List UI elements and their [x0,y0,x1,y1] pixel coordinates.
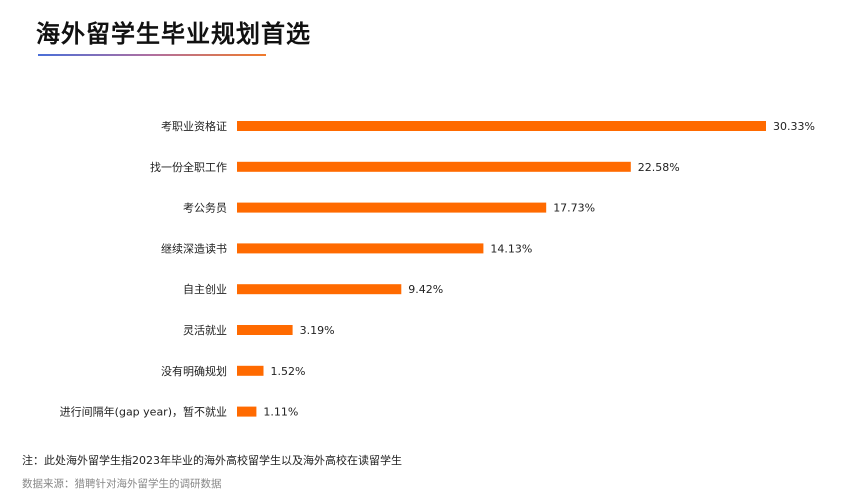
value-label: 17.73% [553,202,595,215]
bar [237,161,631,172]
data-source: 数据来源：猎聘针对海外留学生的调研数据 [22,478,222,490]
category-label: 考公务员 [183,202,227,215]
category-label: 进行间隔年(gap year)，暂不就业 [60,405,227,419]
value-label: 3.19% [300,324,335,337]
footnote: 注：此处海外留学生指2023年毕业的海外高校留学生以及海外高校在读留学生 [22,454,402,467]
category-label: 找一份全职工作 [150,160,227,174]
bar [237,121,766,131]
category-label: 考职业资格证 [161,119,227,133]
value-label: 30.33% [773,120,815,133]
bar-chart: 考职业资格证 30.33% 找一份全职工作 22.58% 考公务员 17.73% 继续深造读… [60,119,815,419]
title-underline [38,54,266,56]
value-label: 22.58% [638,161,680,174]
bar [237,406,257,417]
bar [237,243,484,254]
chart-title: 海外留学生毕业规划首选 [36,20,311,48]
category-label: 没有明确规划 [161,364,227,378]
bar [237,365,264,376]
value-label: 1.11% [263,406,298,419]
bar [237,325,293,335]
category-label: 自主创业 [183,283,227,296]
category-label: 继续深造读书 [161,241,227,255]
value-label: 1.52% [271,365,306,378]
value-label: 9.42% [408,283,443,296]
value-label: 14.13% [490,242,532,255]
bar [237,202,547,213]
bar [237,284,402,295]
category-label: 灵活就业 [183,323,227,337]
